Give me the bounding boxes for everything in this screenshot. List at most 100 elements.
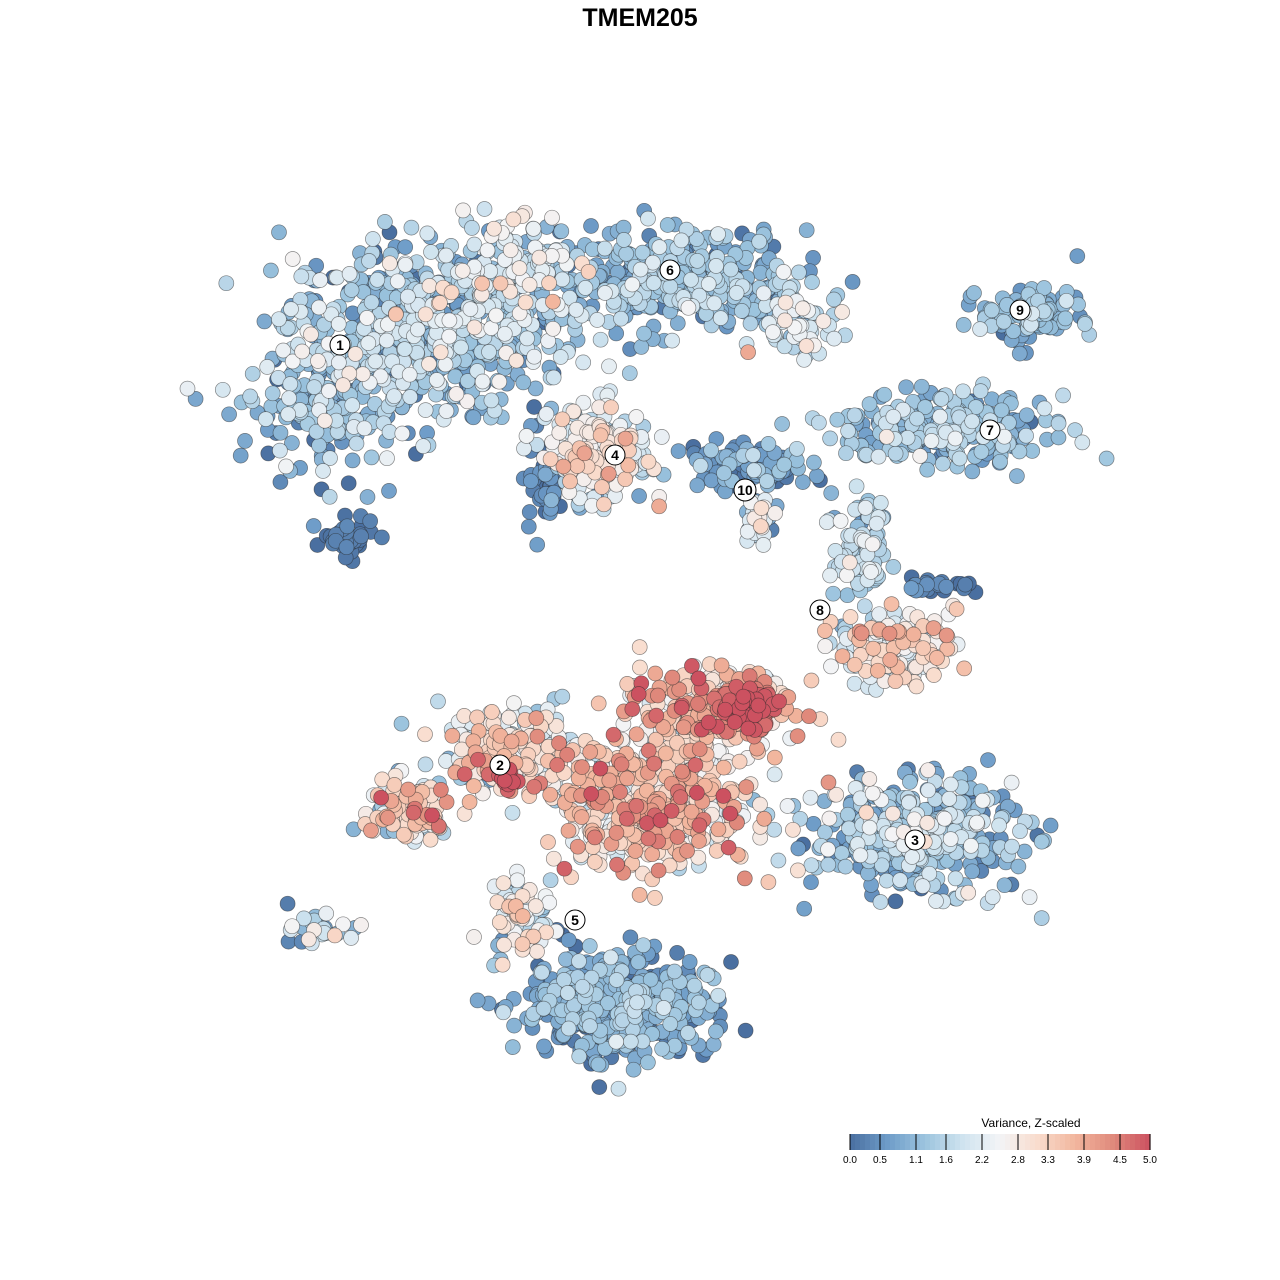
legend-color-segment — [1035, 1134, 1041, 1150]
data-point — [624, 276, 641, 293]
data-point — [966, 285, 982, 301]
data-point — [506, 1017, 522, 1034]
data-point — [901, 794, 917, 811]
data-point — [1021, 889, 1038, 906]
legend-tick-label: 3.9 — [1077, 1155, 1091, 1166]
data-point — [914, 878, 931, 894]
data-point — [335, 916, 351, 933]
data-point — [664, 669, 681, 686]
data-point — [422, 831, 439, 848]
data-point — [365, 231, 381, 247]
data-point — [432, 295, 448, 311]
legend-color-segment — [1125, 1134, 1131, 1150]
data-point — [343, 930, 359, 946]
data-point — [590, 1056, 607, 1073]
data-point — [461, 794, 478, 810]
data-point — [526, 348, 543, 365]
data-point — [386, 388, 402, 405]
cluster-label-text: 9 — [1016, 302, 1024, 318]
data-point — [1011, 345, 1028, 362]
data-point — [237, 433, 253, 449]
data-point — [555, 458, 572, 475]
data-point — [759, 473, 775, 489]
data-point — [549, 757, 566, 773]
data-point — [871, 606, 888, 623]
data-point — [690, 695, 706, 712]
data-point — [591, 1079, 608, 1095]
data-point — [878, 428, 895, 445]
data-point — [321, 383, 337, 399]
data-point — [581, 938, 598, 954]
data-point — [459, 393, 476, 410]
data-point — [771, 693, 787, 710]
data-point — [669, 315, 686, 332]
data-point — [474, 275, 490, 292]
data-point — [526, 778, 542, 795]
data-point — [481, 344, 497, 360]
data-point — [820, 841, 836, 858]
legend-color-segment — [1030, 1134, 1036, 1150]
data-point — [820, 856, 837, 873]
cluster-label-1: 1 — [329, 334, 351, 356]
data-point — [386, 777, 403, 793]
data-point — [1069, 248, 1086, 264]
data-point — [848, 478, 865, 495]
legend-tick-label: 2.2 — [975, 1155, 989, 1166]
data-point — [534, 964, 550, 981]
data-point — [941, 790, 958, 807]
data-point — [876, 386, 893, 403]
data-point — [864, 785, 881, 802]
data-point — [629, 994, 645, 1011]
data-point — [1057, 310, 1074, 327]
data-point — [863, 564, 879, 580]
data-point — [806, 454, 822, 471]
data-point — [821, 810, 838, 827]
data-point — [283, 301, 299, 317]
data-point — [496, 936, 512, 953]
data-point — [417, 306, 434, 323]
data-point — [920, 782, 937, 799]
data-point — [574, 978, 591, 995]
data-point — [903, 580, 920, 596]
legend-color-segment — [1085, 1134, 1091, 1150]
data-point — [596, 240, 613, 257]
data-point — [305, 518, 322, 534]
data-point — [284, 353, 301, 370]
data-point — [523, 473, 539, 489]
data-point — [846, 407, 863, 424]
data-point — [909, 410, 925, 427]
data-point — [395, 826, 412, 843]
data-point — [353, 917, 369, 933]
data-point — [630, 686, 647, 702]
data-point — [628, 798, 645, 814]
data-point — [322, 450, 338, 466]
data-point — [755, 285, 772, 302]
data-point — [700, 276, 717, 292]
data-point — [801, 708, 817, 725]
data-point — [785, 821, 801, 838]
data-point — [969, 814, 985, 831]
data-point — [948, 601, 965, 617]
data-point — [294, 343, 310, 360]
cluster-label-text: 4 — [611, 447, 619, 463]
data-point — [675, 719, 692, 736]
data-point — [592, 331, 609, 348]
data-point — [568, 301, 584, 318]
legend-color-segment — [1100, 1134, 1106, 1150]
data-point — [554, 411, 571, 428]
data-point — [586, 829, 603, 846]
data-point — [811, 414, 827, 431]
data-point — [589, 312, 606, 328]
data-point — [321, 488, 338, 505]
data-point — [774, 416, 790, 432]
data-point — [310, 353, 326, 369]
data-point — [740, 720, 757, 737]
data-point — [1011, 443, 1028, 460]
data-point — [790, 862, 806, 879]
data-point — [1003, 774, 1020, 791]
data-point — [820, 774, 837, 791]
data-point — [712, 310, 729, 326]
data-point — [919, 461, 936, 478]
data-point — [474, 373, 491, 390]
legend-colorbar — [850, 1134, 1151, 1150]
